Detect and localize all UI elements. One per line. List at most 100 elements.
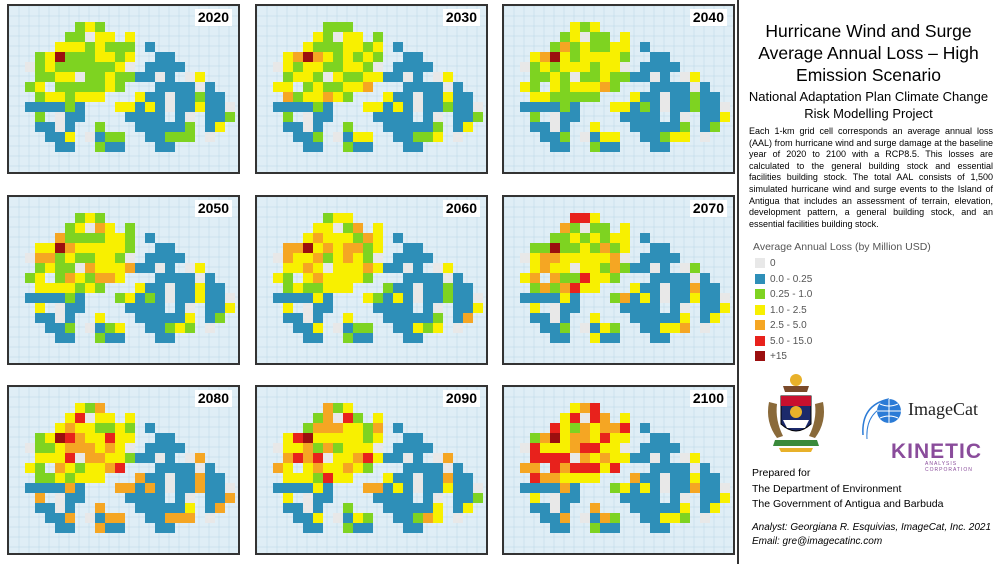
grid-cell bbox=[195, 82, 205, 92]
grid-cell bbox=[403, 273, 413, 283]
grid-cell bbox=[570, 102, 580, 112]
grid-cell bbox=[650, 273, 660, 283]
grid-cell bbox=[313, 253, 323, 263]
grid-cell bbox=[25, 253, 35, 263]
grid-cell bbox=[105, 132, 115, 142]
grid-cell bbox=[215, 313, 225, 323]
grid-cell bbox=[165, 102, 175, 112]
grid-cell bbox=[560, 413, 570, 423]
grid-cell bbox=[680, 102, 690, 112]
grid-cell bbox=[85, 72, 95, 82]
grid-cell bbox=[313, 273, 323, 283]
grid-cell bbox=[115, 42, 125, 52]
grid-cell bbox=[580, 413, 590, 423]
grid-cell bbox=[650, 122, 660, 132]
grid-cell bbox=[433, 503, 443, 513]
grid-cell bbox=[65, 72, 75, 82]
grid-cell bbox=[560, 333, 570, 343]
legend-swatch bbox=[755, 304, 765, 315]
grid-cell bbox=[560, 132, 570, 142]
grid-cell bbox=[670, 513, 680, 523]
grid-cell bbox=[353, 62, 363, 72]
grid-cell bbox=[185, 473, 195, 483]
grid-cell bbox=[463, 493, 473, 503]
map-year-label: 2050 bbox=[194, 200, 232, 217]
grid-cell bbox=[680, 273, 690, 283]
grid-cell bbox=[433, 473, 443, 483]
grid-cell bbox=[65, 122, 75, 132]
grid-cell bbox=[145, 263, 155, 273]
grid-cell bbox=[590, 72, 600, 82]
grid-cell bbox=[610, 62, 620, 72]
grid-cell bbox=[75, 463, 85, 473]
grid-cell bbox=[205, 313, 215, 323]
grid-cell bbox=[640, 112, 650, 122]
grid-cell bbox=[580, 403, 590, 413]
grid-cell bbox=[610, 233, 620, 243]
grid-cell bbox=[373, 493, 383, 503]
grid-cell bbox=[215, 122, 225, 132]
grid-cell bbox=[610, 323, 620, 333]
grid-cell bbox=[363, 132, 373, 142]
grid-cell bbox=[383, 313, 393, 323]
grid-cell bbox=[175, 92, 185, 102]
grid-cell bbox=[630, 313, 640, 323]
grid-cell bbox=[333, 263, 343, 273]
grid-cell bbox=[600, 32, 610, 42]
grid-cell bbox=[413, 243, 423, 253]
grid-cell bbox=[353, 253, 363, 263]
grid-cell bbox=[145, 513, 155, 523]
grid-cell bbox=[313, 423, 323, 433]
grid-cell bbox=[433, 323, 443, 333]
grid-cell bbox=[55, 102, 65, 112]
grid-cell bbox=[403, 52, 413, 62]
grid-cell bbox=[353, 32, 363, 42]
grid-cell bbox=[125, 263, 135, 273]
grid-cell bbox=[463, 303, 473, 313]
grid-cell bbox=[55, 303, 65, 313]
grid-cell bbox=[393, 323, 403, 333]
grid-cell bbox=[610, 523, 620, 533]
grid-cell bbox=[383, 283, 393, 293]
grid-cell bbox=[660, 122, 670, 132]
grid-cell bbox=[135, 102, 145, 112]
grid-cell bbox=[540, 102, 550, 112]
grid-cell bbox=[560, 142, 570, 152]
grid-cell bbox=[353, 433, 363, 443]
grid-cell bbox=[65, 92, 75, 102]
grid-cell bbox=[530, 102, 540, 112]
grid-cell bbox=[570, 293, 580, 303]
grid-cell bbox=[333, 233, 343, 243]
grid-cell bbox=[383, 92, 393, 102]
grid-cell bbox=[155, 293, 165, 303]
grid-cell bbox=[453, 82, 463, 92]
grid-cell bbox=[640, 62, 650, 72]
grid-cell bbox=[35, 62, 45, 72]
grid-cell bbox=[85, 463, 95, 473]
grid-cell bbox=[155, 132, 165, 142]
grid-cell bbox=[620, 453, 630, 463]
grid-cell bbox=[383, 503, 393, 513]
grid-cell bbox=[650, 263, 660, 273]
grid-cell bbox=[85, 253, 95, 263]
grid-cell bbox=[620, 433, 630, 443]
grid-cell bbox=[660, 293, 670, 303]
grid-cell bbox=[303, 263, 313, 273]
grid-cell bbox=[135, 313, 145, 323]
grid-cell bbox=[630, 503, 640, 513]
grid-cell bbox=[105, 463, 115, 473]
grid-cell bbox=[35, 483, 45, 493]
grid-cell bbox=[393, 92, 403, 102]
grid-cell bbox=[413, 433, 423, 443]
grid-cell bbox=[65, 453, 75, 463]
grid-cell bbox=[205, 92, 215, 102]
grid-cell bbox=[65, 413, 75, 423]
grid-cell bbox=[55, 82, 65, 92]
grid-cell bbox=[115, 263, 125, 273]
grid-cell bbox=[700, 273, 710, 283]
grid-cell bbox=[75, 433, 85, 443]
grid-cell bbox=[710, 483, 720, 493]
grid-cell bbox=[215, 303, 225, 313]
grid-cell bbox=[353, 132, 363, 142]
grid-cell bbox=[95, 142, 105, 152]
